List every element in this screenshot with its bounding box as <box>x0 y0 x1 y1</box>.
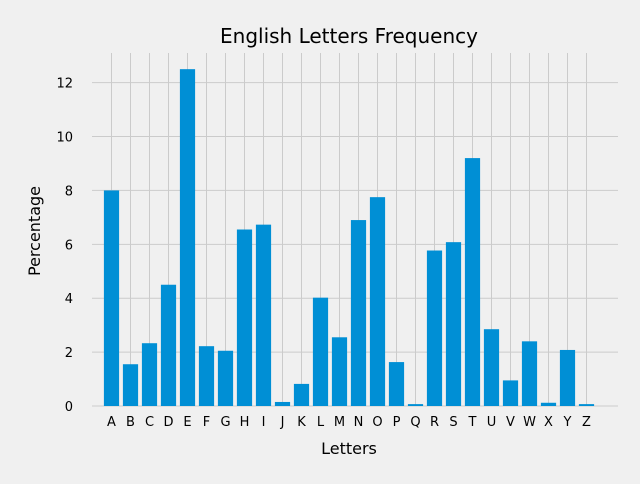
bar-u <box>483 329 500 406</box>
bar-s <box>445 242 462 406</box>
x-tick-label: P <box>393 415 401 430</box>
x-tick-label: Z <box>582 415 591 430</box>
x-tick-label: H <box>240 415 250 430</box>
x-tick-label: N <box>354 415 364 430</box>
y-tick-label: 10 <box>56 131 73 146</box>
bar-d <box>160 284 177 406</box>
bar-x <box>540 402 557 406</box>
bar-a <box>103 190 120 406</box>
bar-g <box>217 350 234 406</box>
y-tick-label: 0 <box>65 400 73 415</box>
bar-t <box>464 158 481 406</box>
bar-q <box>407 404 424 406</box>
bar-k <box>293 383 310 406</box>
bar-o <box>369 197 386 406</box>
x-tick-label: U <box>487 415 497 430</box>
bar-f <box>198 346 215 406</box>
x-tick-label: K <box>297 415 306 430</box>
bar-l <box>312 297 329 406</box>
x-tick-label: T <box>468 415 477 430</box>
bars-layer <box>103 69 595 407</box>
bar-i <box>255 224 272 406</box>
x-tick-label: Y <box>563 415 572 430</box>
x-tick-label: R <box>430 415 439 430</box>
bar-c <box>141 343 158 406</box>
x-tick-label: S <box>449 415 457 430</box>
x-tick-label: F <box>203 415 210 430</box>
bar-e <box>179 69 196 407</box>
bar-m <box>331 337 348 406</box>
y-tick-label: 8 <box>65 184 73 199</box>
bar-r <box>426 250 443 406</box>
x-tick-label: Q <box>410 415 420 430</box>
y-axis-label: Percentage <box>25 186 44 276</box>
bar-p <box>388 362 405 406</box>
x-tick-label: J <box>280 415 285 430</box>
y-tick-label: 2 <box>65 346 73 361</box>
bar-w <box>521 341 538 406</box>
x-tick-label: C <box>145 415 154 430</box>
bar-y <box>559 349 576 406</box>
x-tick-label: B <box>126 415 135 430</box>
x-tick-label: I <box>262 415 266 430</box>
x-tick-label: O <box>372 415 382 430</box>
x-axis-label: Letters <box>321 439 377 458</box>
x-tick-label: V <box>506 415 515 430</box>
y-tick-label: 6 <box>65 238 73 253</box>
x-tick-label: E <box>183 415 191 430</box>
x-tick-label: D <box>163 415 173 430</box>
bar-j <box>274 401 291 406</box>
bar-n <box>350 220 367 406</box>
x-tick-label: M <box>334 415 345 430</box>
x-tick-label: W <box>523 415 536 430</box>
x-tick-label: X <box>544 415 553 430</box>
bar-v <box>502 380 519 406</box>
bar-h <box>236 229 253 406</box>
x-tick-label: G <box>220 415 230 430</box>
x-tick-label: L <box>317 415 325 430</box>
bar-z <box>578 404 595 406</box>
y-tick-labels: 0 2 4 6 8 10 12 <box>56 77 73 415</box>
y-tick-label: 4 <box>65 292 73 307</box>
bar-b <box>122 364 139 406</box>
y-tick-label: 12 <box>56 77 73 92</box>
chart-title: English Letters Frequency <box>220 24 478 48</box>
x-tick-label: A <box>107 415 116 430</box>
